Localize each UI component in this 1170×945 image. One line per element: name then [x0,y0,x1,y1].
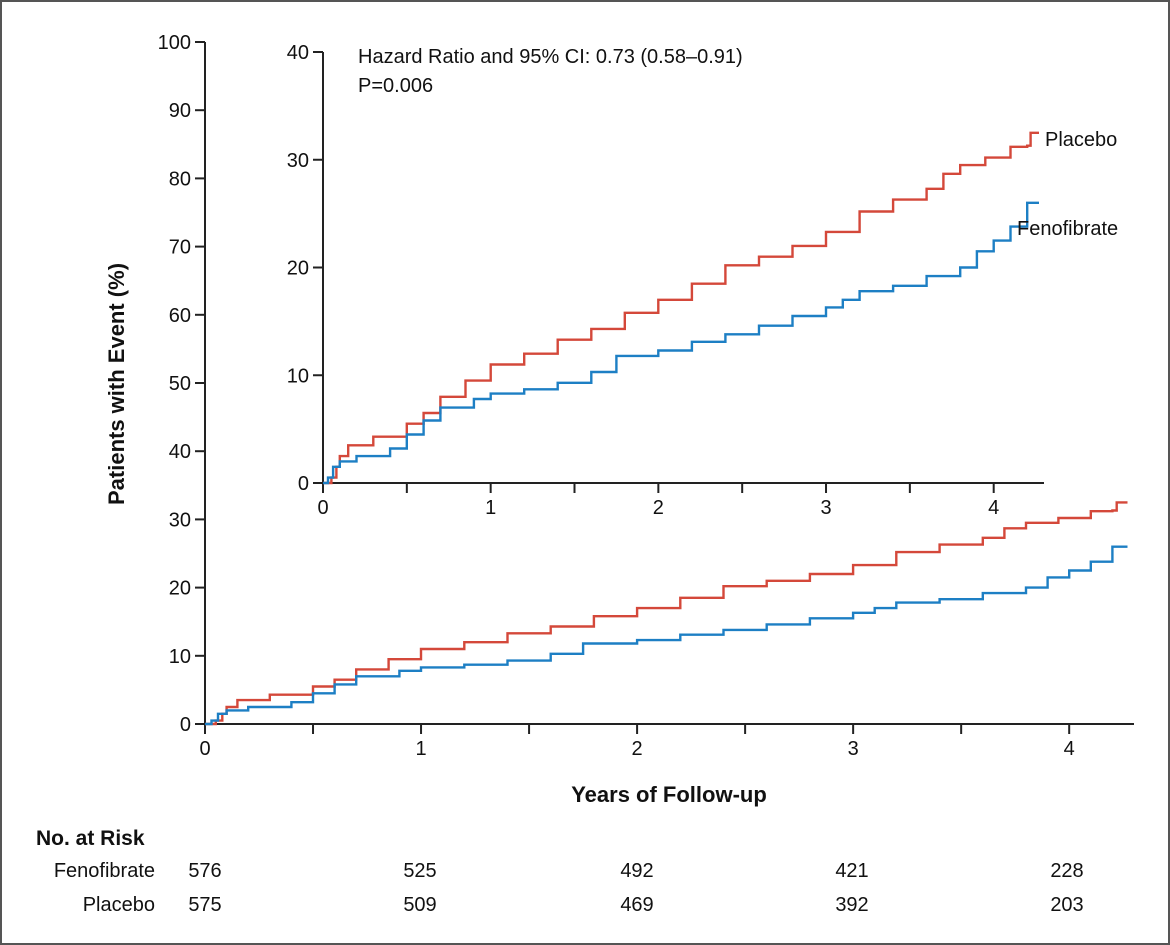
y-tick-label: 70 [169,237,191,259]
fenofibrate-series-label: Fenofibrate [1017,218,1118,240]
x-tick-label: 3 [820,497,831,519]
y-tick-label: 20 [169,578,191,600]
y-tick-label: 90 [169,100,191,122]
series-line-placebo [323,131,1039,485]
risk-value: 421 [835,860,868,882]
y-tick-label: 20 [287,258,309,280]
risk-value: 228 [1050,860,1083,882]
x-tick-label: 4 [988,497,999,519]
x-tick-label: 4 [1064,738,1075,760]
inset-plot: 0 10 20 30 40 0 1 2 3 4 [287,42,1044,519]
risk-value: 469 [620,894,653,916]
y-tick-label: 80 [169,168,191,190]
risk-value: 509 [403,894,436,916]
risk-table: No. at Risk Fenofibrate Placebo 576 525 … [36,827,1084,916]
y-tick-label: 40 [169,441,191,463]
x-axis-title: Years of Follow-up [571,782,767,807]
y-tick-label: 10 [169,646,191,668]
risk-value: 525 [403,860,436,882]
y-axis-title: Patients with Event (%) [104,263,129,505]
series-line-fenofibrate [323,201,1039,485]
x-tick-label: 2 [653,497,664,519]
risk-row-label-placebo: Placebo [83,894,155,916]
y-tick-label: 30 [287,150,309,172]
x-tick-label: 0 [317,497,328,519]
placebo-series-label: Placebo [1045,129,1117,151]
series-line-placebo [205,501,1128,726]
risk-value: 576 [188,860,221,882]
x-tick-label: 1 [415,738,426,760]
x-tick-label: 2 [632,738,643,760]
y-tick-label: 60 [169,305,191,327]
y-tick-label: 10 [287,365,309,387]
x-tick-label: 1 [485,497,496,519]
risk-table-title: No. at Risk [36,827,145,850]
risk-value: 575 [188,894,221,916]
y-tick-label: 50 [169,373,191,395]
x-tick-label: 0 [199,738,210,760]
y-tick-label: 30 [169,509,191,531]
p-value-annotation: P=0.006 [358,75,433,97]
hazard-ratio-annotation: Hazard Ratio and 95% CI: 0.73 (0.58–0.91… [358,46,743,68]
risk-row-label-fenofibrate: Fenofibrate [54,860,155,882]
series-line-fenofibrate [205,545,1128,726]
y-tick-label: 40 [287,42,309,64]
risk-value: 392 [835,894,868,916]
risk-value: 492 [620,860,653,882]
y-tick-label: 0 [180,714,191,736]
y-tick-label: 0 [298,473,309,495]
y-tick-label: 100 [158,32,191,54]
x-tick-label: 3 [848,738,859,760]
risk-value: 203 [1050,894,1083,916]
